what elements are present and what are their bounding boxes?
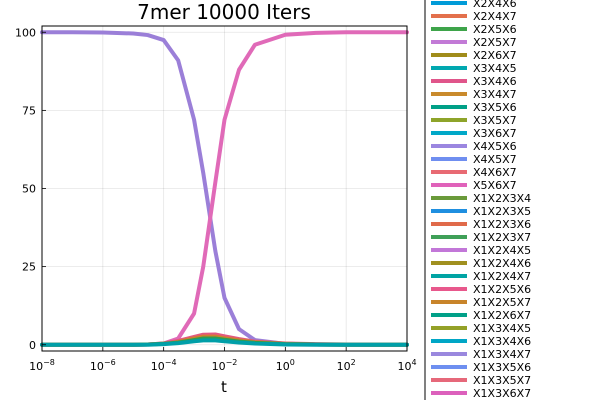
ticks-group: 10−8 10−6 10−4 10−2 100 102 104 0 25 50 75 100 bbox=[15, 26, 417, 373]
x-axis-label: t bbox=[221, 378, 227, 396]
legend-label: X1X3X5X7 bbox=[473, 374, 531, 387]
y-tick-label: 75 bbox=[22, 104, 36, 117]
series-line-5 bbox=[40, 338, 409, 347]
legend-label: X1X2X6X7 bbox=[473, 309, 531, 322]
legend-label: X4X6X7 bbox=[473, 166, 517, 179]
legend-label: X1X2X4X5 bbox=[473, 244, 531, 257]
legend-label: X2X5X6 bbox=[473, 23, 517, 36]
legend-label: X1X2X3X7 bbox=[473, 231, 531, 244]
legend-label: X1X2X3X6 bbox=[473, 218, 531, 231]
legend-label: X1X3X4X5 bbox=[473, 322, 531, 335]
legend: X2X4X6X2X4X7X2X5X6X2X5X7X2X6X7X3X4X5X3X4… bbox=[424, 0, 600, 400]
legend-label: X1X2X3X4 bbox=[473, 192, 531, 205]
legend-label: X2X5X7 bbox=[473, 36, 517, 49]
legend-label: X2X4X6 bbox=[473, 0, 517, 10]
x-tick-label: 10−4 bbox=[151, 358, 177, 373]
legend-label: X3X6X7 bbox=[473, 127, 517, 140]
x-tick-label: 10−6 bbox=[90, 358, 116, 373]
legend-label: X3X4X5 bbox=[473, 62, 517, 75]
x-tick-label: 10−2 bbox=[212, 358, 238, 373]
series-group bbox=[40, 30, 409, 347]
x-tick-label: 100 bbox=[276, 358, 295, 373]
legend-label: X4X5X7 bbox=[473, 153, 517, 166]
legend-label: X1X3X4X6 bbox=[473, 335, 531, 348]
legend-label: X1X3X5X6 bbox=[473, 361, 531, 374]
x-tick-label: 102 bbox=[337, 358, 356, 373]
legend-label: X5X6X7 bbox=[473, 179, 517, 192]
legend-label: X2X4X7 bbox=[473, 10, 517, 23]
legend-label: X3X5X7 bbox=[473, 114, 517, 127]
legend-label: X1X2X5X7 bbox=[473, 296, 531, 309]
x-tick-label: 10−8 bbox=[29, 358, 55, 373]
y-tick-label: 0 bbox=[29, 339, 36, 352]
legend-label: X2X6X7 bbox=[473, 49, 517, 62]
legend-label: X3X4X7 bbox=[473, 88, 517, 101]
chart-title: 7mer 10000 Iters bbox=[137, 0, 311, 24]
legend-label: X1X2X3X5 bbox=[473, 205, 531, 218]
legend-label: X1X2X5X6 bbox=[473, 283, 531, 296]
legend-label: X1X3X4X7 bbox=[473, 348, 531, 361]
legend-label: X3X5X6 bbox=[473, 101, 517, 114]
y-tick-label: 25 bbox=[22, 261, 36, 274]
legend-label: X1X2X4X6 bbox=[473, 257, 531, 270]
legend-label: X4X5X6 bbox=[473, 140, 517, 153]
y-tick-label: 50 bbox=[22, 183, 36, 196]
legend-label: X3X4X6 bbox=[473, 75, 517, 88]
legend-label: X1X2X4X7 bbox=[473, 270, 531, 283]
y-tick-label: 100 bbox=[15, 26, 36, 39]
legend-label: X1X3X6X7 bbox=[473, 387, 531, 400]
x-tick-label: 104 bbox=[397, 358, 416, 373]
